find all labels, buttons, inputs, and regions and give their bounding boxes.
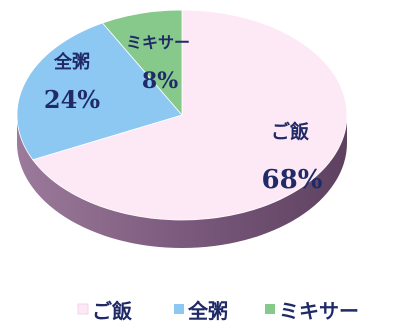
pie-slice-1 [32,9,348,221]
pie-slice-2 [16,22,183,161]
pie-side-wall [17,115,347,248]
legend-entry-2: 全粥 [187,299,228,323]
slice-value-label-3: 8% [142,68,178,94]
slice-label-2: 全粥 [53,51,90,73]
legend-swatch-1 [77,303,89,315]
slice-value-label-1: 68% [262,165,323,195]
legend-entry-1: ご飯 [92,299,132,323]
legend-swatch-2 [174,304,184,314]
pie-slice-3 [101,9,183,117]
legend-entry-3: ミキサー [279,299,359,323]
legend-swatch-3 [265,304,275,314]
slice-label-1: ご飯 [271,120,309,143]
slice-label-3: ミキサー [126,33,190,52]
slice-value-label-2: 24% [44,85,100,114]
